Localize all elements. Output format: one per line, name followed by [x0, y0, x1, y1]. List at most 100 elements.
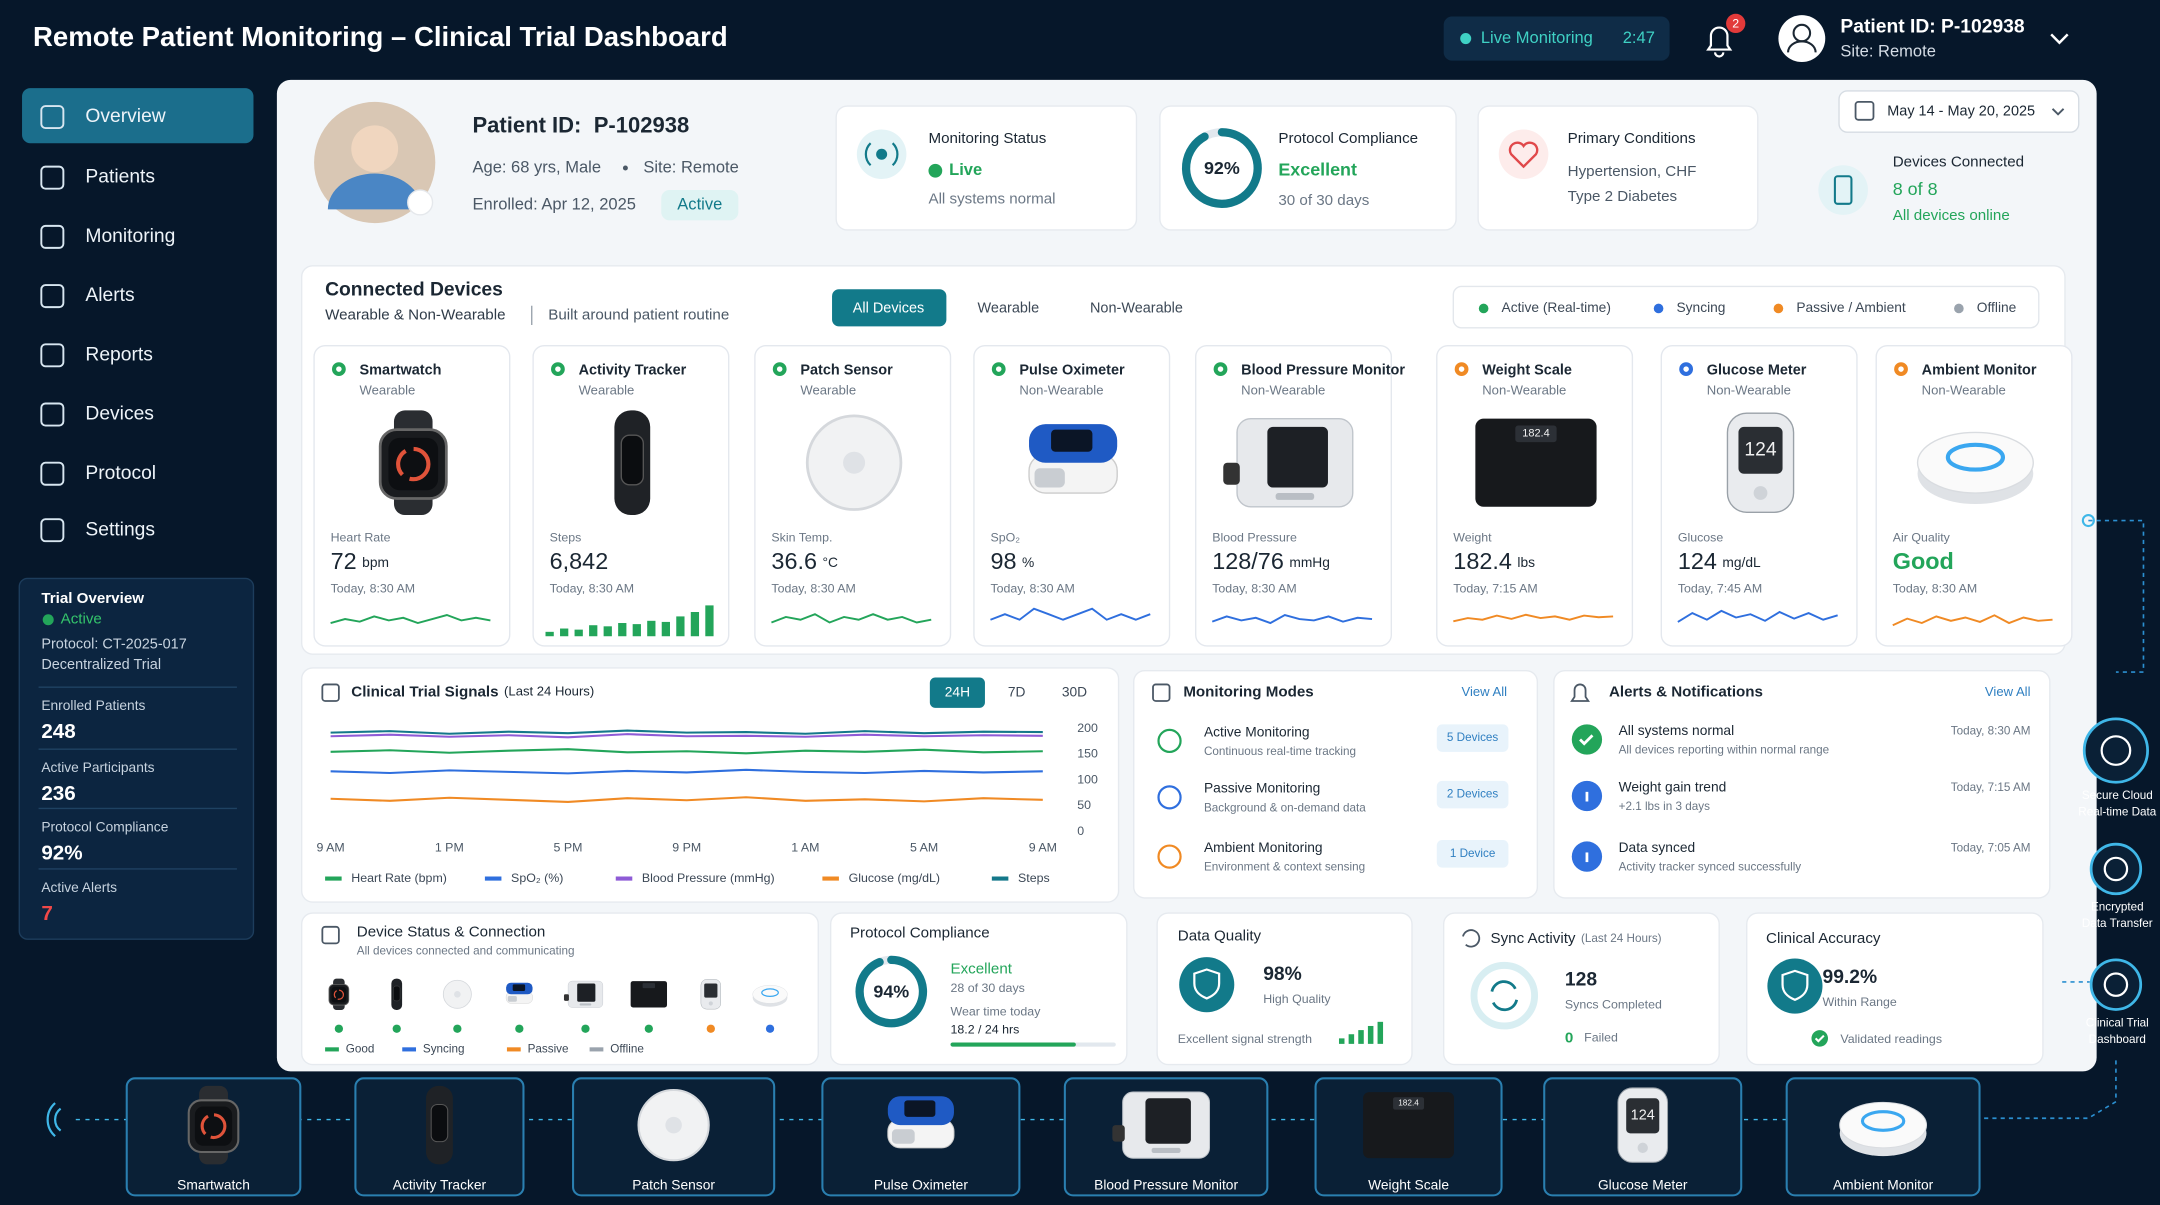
- device-image-part: [1034, 468, 1065, 488]
- mode-title: Ambient Monitoring: [1204, 840, 1323, 855]
- device-image-part: [577, 983, 596, 1002]
- legend-label: SpO₂ (%): [511, 871, 563, 885]
- device-image: [637, 1088, 710, 1162]
- device-state-dot: [581, 1024, 590, 1033]
- nav-item[interactable]: Devices: [85, 404, 154, 425]
- shield-icon: [1193, 968, 1221, 1000]
- device-image-part: [1363, 1092, 1455, 1159]
- modes-panel: [1133, 669, 1539, 899]
- mode-icon: [1157, 785, 1182, 810]
- metric-value: 124: [1678, 548, 1717, 574]
- nav-item[interactable]: Settings: [85, 519, 155, 540]
- filter-tab[interactable]: All Devices: [853, 300, 924, 316]
- mode-desc: Continuous real-time tracking: [1204, 745, 1356, 758]
- check-icon: [1814, 1034, 1825, 1043]
- metric-reading: 72 bpm: [331, 548, 389, 574]
- panel-title: Clinical Trial Signals (Last 24 Hours): [351, 684, 594, 701]
- stat-label: Active Alerts: [41, 880, 117, 895]
- panel-icon: [321, 925, 340, 945]
- mode-badge-text: 1 Device: [1450, 847, 1495, 860]
- compliance-days: 28 of 30 days: [951, 981, 1025, 995]
- device-name: Smartwatch: [360, 362, 442, 378]
- signal-icon: [864, 142, 899, 167]
- stat-label: Protocol Compliance: [41, 819, 168, 834]
- account-menu[interactable]: [2050, 33, 2069, 45]
- wear-label: Wear time today: [951, 1004, 1042, 1018]
- panel-title: Sync Activity (Last 24 Hours): [1491, 930, 1662, 947]
- x-tick-label: 5 AM: [910, 841, 938, 855]
- filter-tab[interactable]: Non-Wearable: [1090, 300, 1183, 316]
- stat-label: Active Participants: [41, 760, 154, 775]
- range-tab-active[interactable]: [929, 677, 985, 708]
- device-image-part: [200, 1113, 227, 1140]
- device-image: [630, 981, 668, 1008]
- nav-item[interactable]: Overview: [85, 106, 165, 127]
- device-image-part: [430, 1103, 449, 1143]
- metric-value: Good: [1893, 548, 1954, 574]
- card-title: Monitoring Status: [928, 130, 1046, 147]
- live-time: 2:47: [1623, 28, 1655, 47]
- nav-icon: [40, 165, 65, 190]
- device-image-part: [1916, 431, 2034, 494]
- nav-item[interactable]: Monitoring: [85, 226, 175, 247]
- signal-icon: [876, 148, 888, 160]
- legend-label: Passive: [528, 1042, 569, 1055]
- date-range[interactable]: May 14 - May 20, 2025: [1887, 103, 2035, 119]
- tab-active[interactable]: [832, 289, 947, 327]
- metric-unit: %: [1022, 555, 1034, 570]
- bell-icon[interactable]: [1706, 26, 1733, 58]
- device-image-part: [752, 985, 788, 1004]
- device-image-part: [843, 451, 866, 474]
- range-tab[interactable]: 30D: [1062, 684, 1087, 699]
- user-avatar: [1787, 40, 1817, 53]
- mode-title: Passive Monitoring: [1204, 781, 1320, 796]
- shield-icon: [1781, 969, 1809, 1001]
- metric-unit: mmHg: [1289, 555, 1330, 570]
- device-image-part: [396, 446, 431, 482]
- notification-badge: [1726, 13, 1746, 34]
- nav-active: [22, 88, 254, 144]
- alert-icon: [1585, 791, 1589, 802]
- device-screen: 182.4: [1398, 1099, 1419, 1108]
- status-dot: [1898, 366, 1904, 372]
- metric-value: 128/76: [1212, 548, 1284, 574]
- heart-badge: [407, 189, 434, 216]
- device-tile-label: Activity Tracker: [393, 1177, 487, 1192]
- range-tab[interactable]: 7D: [1008, 684, 1026, 699]
- view-all-link[interactable]: View All: [1985, 684, 2031, 699]
- metric-label: SpO₂: [990, 531, 1020, 545]
- patient-site: Site: Remote: [643, 157, 738, 176]
- device-image-part: [388, 437, 439, 491]
- device-state-dot: [644, 1024, 653, 1033]
- view-all-link[interactable]: View All: [1461, 684, 1507, 699]
- date-picker[interactable]: [1838, 90, 2080, 133]
- range-tab[interactable]: 24H: [945, 684, 970, 699]
- nav-item[interactable]: Reports: [85, 344, 152, 365]
- legend-label: Steps: [1018, 871, 1050, 885]
- wear-bar: [950, 1042, 1076, 1047]
- spark-bar: [632, 624, 641, 637]
- filter-tab[interactable]: Wearable: [978, 300, 1040, 316]
- alert-title: Weight gain trend: [1619, 779, 1727, 794]
- status-legend: [1452, 285, 2040, 329]
- security-label: Dashboard: [2089, 1033, 2146, 1046]
- nav-icon: [40, 105, 65, 130]
- spark-bar: [676, 616, 685, 637]
- device-image-part: [1145, 1098, 1191, 1144]
- device-kind: Wearable: [360, 383, 416, 398]
- nav-item[interactable]: Alerts: [85, 285, 134, 306]
- legend-dot: [1478, 303, 1489, 314]
- metric-label: Weight: [1453, 531, 1492, 545]
- device-image: [1112, 1091, 1211, 1159]
- sparkline: [1211, 613, 1373, 625]
- nav-item[interactable]: Patients: [85, 167, 155, 188]
- quality-value: 98%: [1263, 964, 1302, 985]
- x-tick-label: 1 PM: [435, 841, 464, 855]
- status-dot: [1458, 366, 1465, 372]
- sync-label: Syncs Completed: [1565, 998, 1662, 1012]
- nav-item[interactable]: Protocol: [85, 463, 156, 484]
- device-image-part: [1753, 486, 1768, 500]
- alert-desc: All devices reporting within normal rang…: [1619, 744, 1830, 757]
- status-dot: [42, 614, 54, 626]
- device-status-panel: [300, 912, 819, 1066]
